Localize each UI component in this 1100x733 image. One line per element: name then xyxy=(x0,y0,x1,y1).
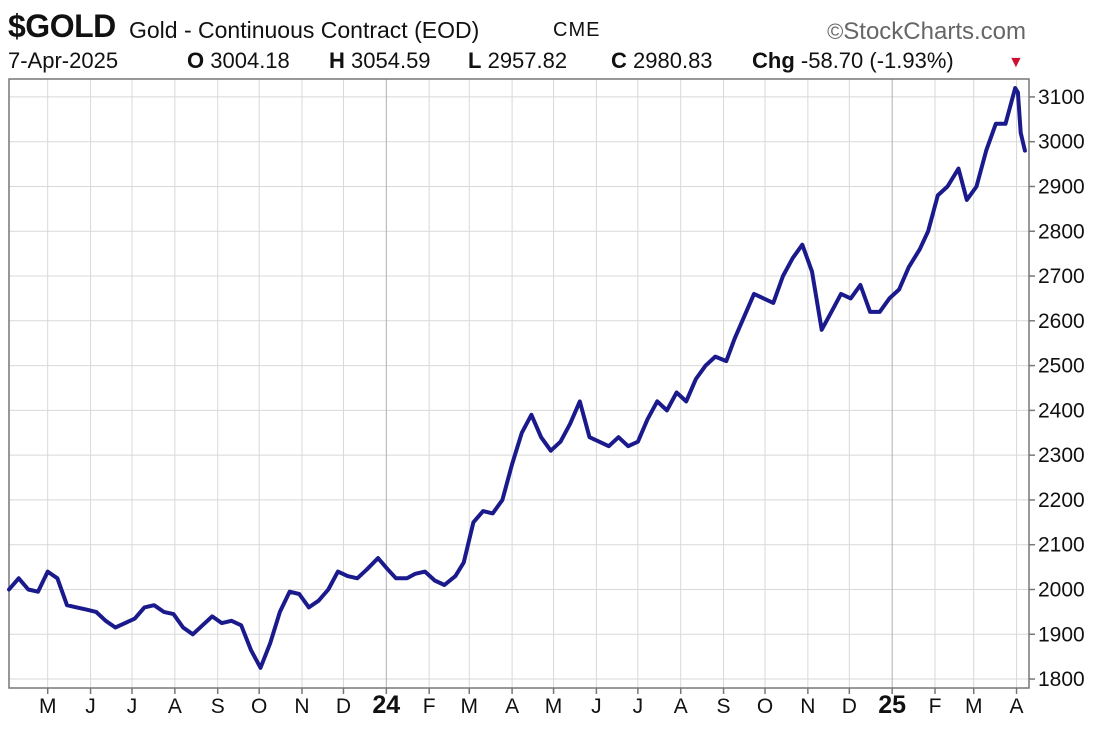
x-tick-label: O xyxy=(251,695,267,718)
x-tick-label: A xyxy=(505,695,519,718)
x-axis: M J J A S O N D 24 F M A M J J A S O N D 25 F M A xyxy=(39,688,1024,719)
y-tick-label: 2000 xyxy=(1038,578,1085,601)
x-tick-label: M xyxy=(39,695,57,718)
low-label: L xyxy=(468,48,482,73)
x-tick-label: D xyxy=(336,695,351,718)
x-tick-label: O xyxy=(757,695,773,718)
y-tick-label: 3100 xyxy=(1038,86,1085,109)
high-label: H xyxy=(329,48,345,73)
copyright-icon: © xyxy=(827,19,844,44)
x-tick-label: S xyxy=(717,695,731,718)
x-tick-label: M xyxy=(965,695,983,718)
y-tick-label: 2700 xyxy=(1038,265,1085,288)
y-tick-label: 3000 xyxy=(1038,131,1085,154)
y-tick-label: 2400 xyxy=(1038,399,1085,422)
x-tick-label: N xyxy=(294,695,309,718)
y-tick-label: 1800 xyxy=(1038,668,1085,691)
y-tick-label: 2600 xyxy=(1038,310,1085,333)
x-tick-label: 25 xyxy=(878,691,906,719)
x-tick-label: A xyxy=(674,695,688,718)
y-tick-label: 2900 xyxy=(1038,175,1085,198)
y-tick-label: 1900 xyxy=(1038,623,1085,646)
x-tick-label: 24 xyxy=(372,691,400,719)
y-tick-label: 2500 xyxy=(1038,355,1085,378)
quote-summary: 7-Apr-2025 O 3004.18 H 3054.59 L 2957.82… xyxy=(0,46,1100,78)
x-tick-label: J xyxy=(633,695,644,718)
x-tick-label: S xyxy=(211,695,225,718)
y-tick-label: 2200 xyxy=(1038,489,1085,512)
y-tick-label: 2100 xyxy=(1038,534,1085,557)
x-tick-label: F xyxy=(423,695,436,718)
x-tick-label: N xyxy=(800,695,815,718)
high-value: 3054.59 xyxy=(351,48,431,73)
x-tick-label: D xyxy=(842,695,857,718)
x-tick-label: J xyxy=(127,695,138,718)
y-tick-label: 2300 xyxy=(1038,444,1085,467)
quote-date: 7-Apr-2025 xyxy=(8,48,119,73)
open-value: 3004.18 xyxy=(210,48,290,73)
open-label: O xyxy=(187,48,205,73)
low-value: 2957.82 xyxy=(487,48,568,73)
chart-title: Gold - Continuous Contract (EOD) xyxy=(129,17,480,43)
x-tick-label: M xyxy=(460,695,478,718)
x-tick-label: F xyxy=(929,695,942,718)
chart-grid xyxy=(9,79,1029,688)
x-tick-label: M xyxy=(545,695,563,718)
x-tick-label: A xyxy=(1010,695,1024,718)
plot-frame xyxy=(8,78,1030,689)
x-tick-label: A xyxy=(168,695,182,718)
close-value: 2980.83 xyxy=(633,48,713,73)
price-line-series xyxy=(7,86,1027,670)
change-value: -58.70 (-1.93%) xyxy=(800,48,954,73)
y-tick-label: 2800 xyxy=(1038,220,1085,243)
brand-name: StockCharts.com xyxy=(843,18,1026,45)
x-tick-label: J xyxy=(85,695,96,718)
triangle-down-icon: ▼ xyxy=(1008,54,1024,71)
brand-watermark: ©StockCharts.com xyxy=(827,18,1026,46)
x-tick-label: J xyxy=(591,695,602,718)
close-label: C xyxy=(611,48,627,73)
chart-header: $GOLD Gold - Continuous Contract (EOD) C… xyxy=(0,6,1100,46)
y-axis: 1800 1900 2000 2100 2200 2300 2400 2500 2600 2700… xyxy=(1029,86,1085,691)
change-label: Chg xyxy=(752,48,795,73)
exchange: CME xyxy=(553,19,601,41)
symbol: $GOLD xyxy=(8,8,116,44)
